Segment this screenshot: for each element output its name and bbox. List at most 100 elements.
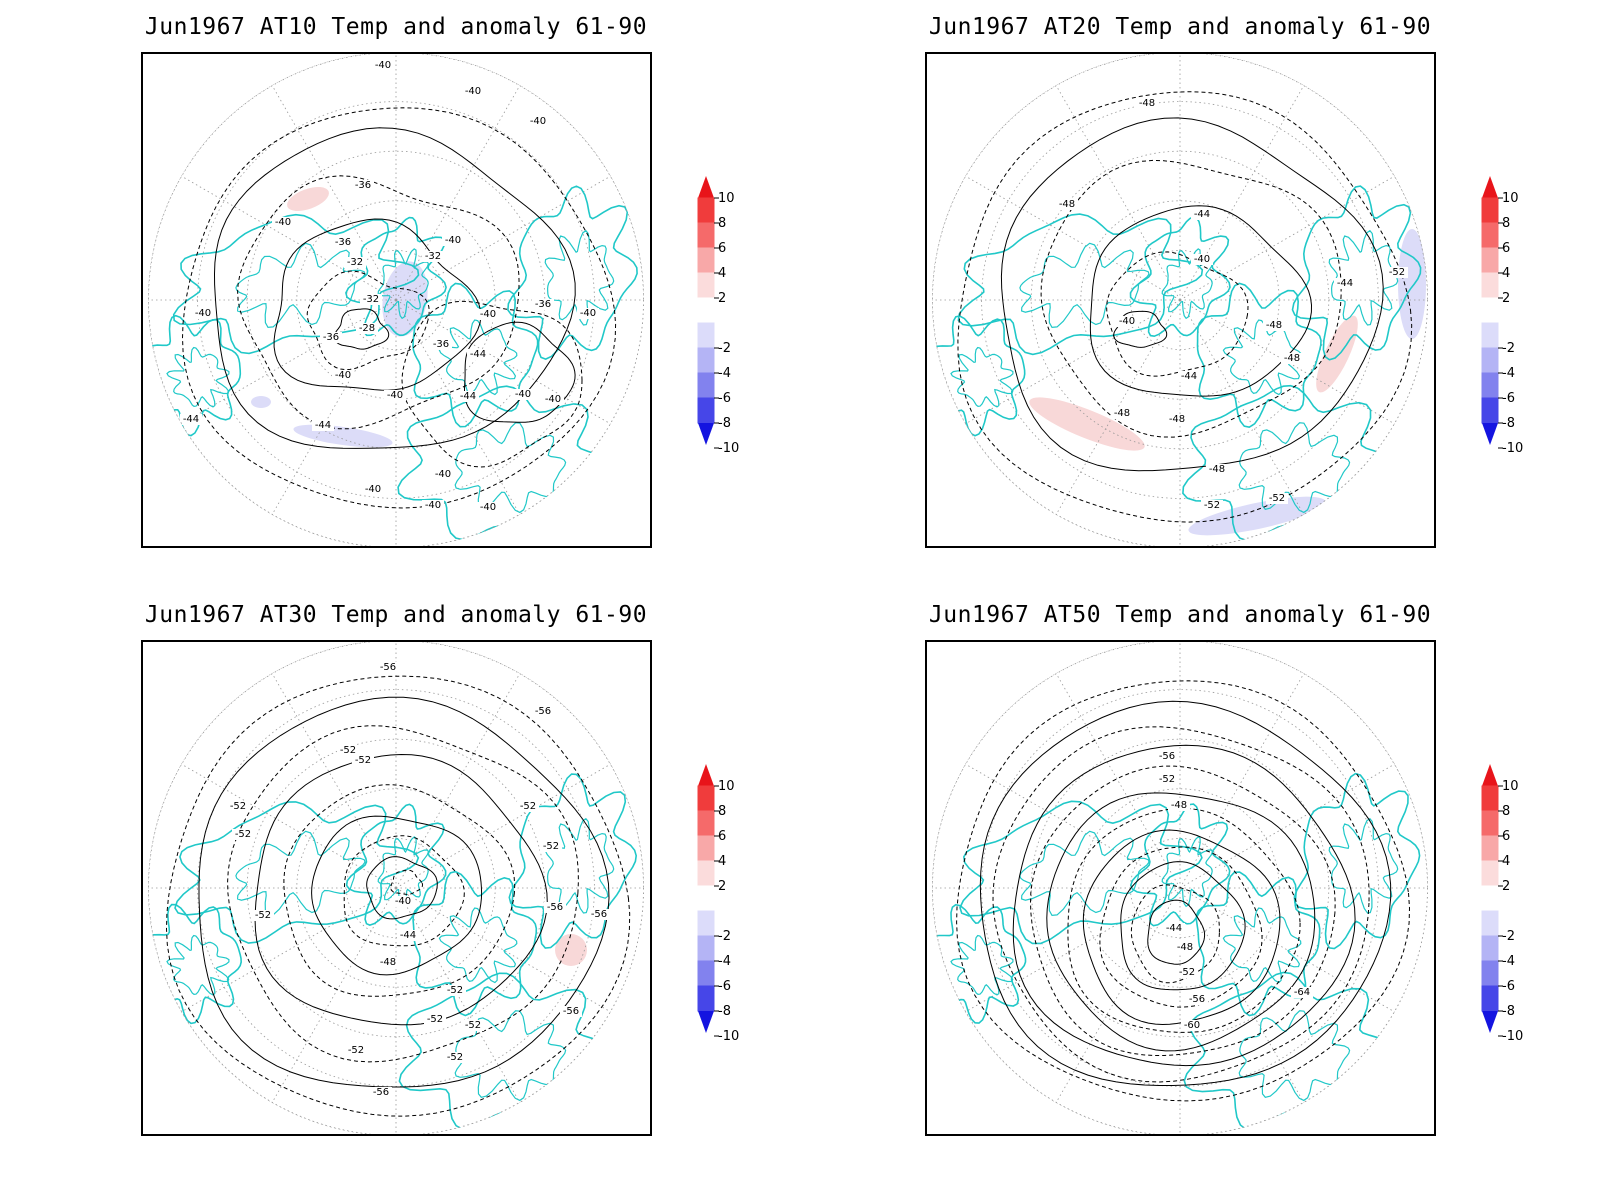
contour-label-bg (1386, 267, 1408, 278)
colorbar-arrow-down (698, 423, 714, 445)
contour-label: -52 (355, 755, 371, 766)
contour-label: -40 (335, 370, 351, 381)
colorbar-segment (697, 910, 715, 937)
contour-label-bg (1191, 209, 1213, 220)
colorbar-segment (697, 247, 715, 274)
contour-label-bg (392, 896, 414, 907)
colorbar-arrow-down (698, 1011, 714, 1033)
contour-label-bg (370, 1087, 392, 1098)
contour-label: -48 (380, 957, 396, 968)
colorbar-segment (1481, 935, 1499, 962)
contour-label-bg (312, 420, 334, 431)
contour-label-bg (577, 308, 599, 319)
colorbar-segment (1481, 985, 1499, 1012)
meridian-line (395, 85, 521, 301)
contour-label-bg (424, 1014, 446, 1025)
isotherm-contour (254, 753, 548, 1026)
isotherm-contour (1106, 251, 1249, 377)
contour-label: -28 (359, 323, 375, 334)
colorbar-segment (1481, 222, 1499, 249)
contour-label: -52 (447, 1052, 463, 1063)
map-content: -56-56-52-52-52-52-52-52-40-44-48-52-56-… (148, 642, 644, 1134)
colorbar-segment (697, 372, 715, 399)
colorbar-segment (697, 785, 715, 812)
colorbar-tick-label: 10 (1502, 191, 1519, 206)
meridian-line (1179, 887, 1305, 1103)
coastline (1129, 803, 1231, 927)
contour-label: -56 (535, 706, 551, 717)
contour-label-bg (1056, 199, 1078, 210)
isotherm-contour (1113, 310, 1168, 348)
colorbar-tick-label: 8 (718, 804, 726, 819)
colorbar-tick-label: -2 (1502, 341, 1515, 356)
contour-label-bg (462, 1020, 484, 1031)
contour-label: -44 (315, 420, 331, 431)
colorbar-tick-label: -4 (718, 954, 731, 969)
contour-label: -48 (1284, 353, 1300, 364)
contour-label-bg (532, 706, 554, 717)
border-line (1238, 422, 1351, 514)
contour-label-bg (1116, 316, 1138, 327)
contour-label: -40 (375, 60, 391, 71)
contour-label: -32 (363, 294, 379, 305)
contour-label-bg (1186, 994, 1208, 1005)
contour-label-bg (227, 801, 249, 812)
isotherm-contour (198, 696, 610, 1088)
meridian-line (965, 175, 1181, 301)
contour-label-bg (532, 299, 554, 310)
meridian-line (1179, 299, 1395, 425)
isotherm-contour (1012, 744, 1356, 1067)
contour-label: -56 (1189, 994, 1205, 1005)
map-content: -40 -40 -40 -36 -40 -36 -32 -32 -40 -32 -28 -36 -40 -… (148, 54, 644, 546)
meridian-line (395, 887, 521, 1103)
contour-label: -52 (1159, 774, 1175, 785)
colorbar-tick-label: 8 (1502, 804, 1510, 819)
colorbar: 10 8 6 4 2 -2 -4 -6 -8 -10 (697, 764, 739, 1044)
isotherm-contour (343, 835, 465, 947)
meridian-line (1179, 175, 1395, 301)
contour-label-bg (542, 394, 564, 405)
colorbar-tick-label: 2 (718, 291, 726, 306)
colorbar-tick-label: -2 (718, 341, 731, 356)
isotherm-contour (401, 300, 583, 468)
coastline (412, 282, 539, 428)
isotherm-contour (1130, 884, 1220, 984)
contour-label-bg (352, 755, 374, 766)
contour-label: -40 (435, 469, 451, 480)
meridian-line (181, 175, 397, 301)
border-line (1328, 817, 1399, 914)
colorbar-tick-label: 10 (1502, 779, 1519, 794)
meridian-line (965, 887, 1181, 1013)
contour-label: -52 (340, 745, 356, 756)
contour-label: -40 (365, 484, 381, 495)
map-boundary (148, 642, 644, 1134)
contour-label: -44 (1166, 923, 1182, 934)
contour-label-bg (432, 469, 454, 480)
meridian-line (271, 673, 397, 889)
contour-label-bg (1166, 414, 1188, 425)
isotherm-contour (1029, 765, 1336, 1056)
polar-map: -40 -40 -40 -36 -40 -36 -32 -32 -40 -32 -28 -36 -40 -… (148, 54, 644, 546)
colorbar-segment (697, 810, 715, 837)
isotherm-contour (956, 680, 1411, 1102)
colorbar-segment (697, 197, 715, 224)
contour-label: -44 (1181, 371, 1197, 382)
meridian-line (1179, 887, 1395, 1013)
colorbar-segment (697, 397, 715, 424)
colorbar-segment (1481, 885, 1499, 912)
contour-label: -52 (447, 985, 463, 996)
contour-label-bg (384, 390, 406, 401)
contour-label-bg (1191, 254, 1213, 265)
colorbar-tick-label: -8 (1502, 416, 1515, 431)
contour-label: -36 (335, 237, 351, 248)
anomaly-patch-cold (1188, 496, 1326, 536)
map-frame: -56 -52 -48 -44 -48 -52 -56 -60 -64 (925, 640, 1436, 1136)
contour-label-bg (1174, 942, 1196, 953)
colorbar-segment (1481, 322, 1499, 349)
contour-label: -44 (470, 349, 486, 360)
isotherm-contour (227, 725, 579, 1063)
meridian-line (181, 887, 397, 1013)
isotherm-contour (1040, 159, 1342, 438)
contour-label: -44 (400, 930, 416, 941)
coastline (508, 773, 638, 949)
